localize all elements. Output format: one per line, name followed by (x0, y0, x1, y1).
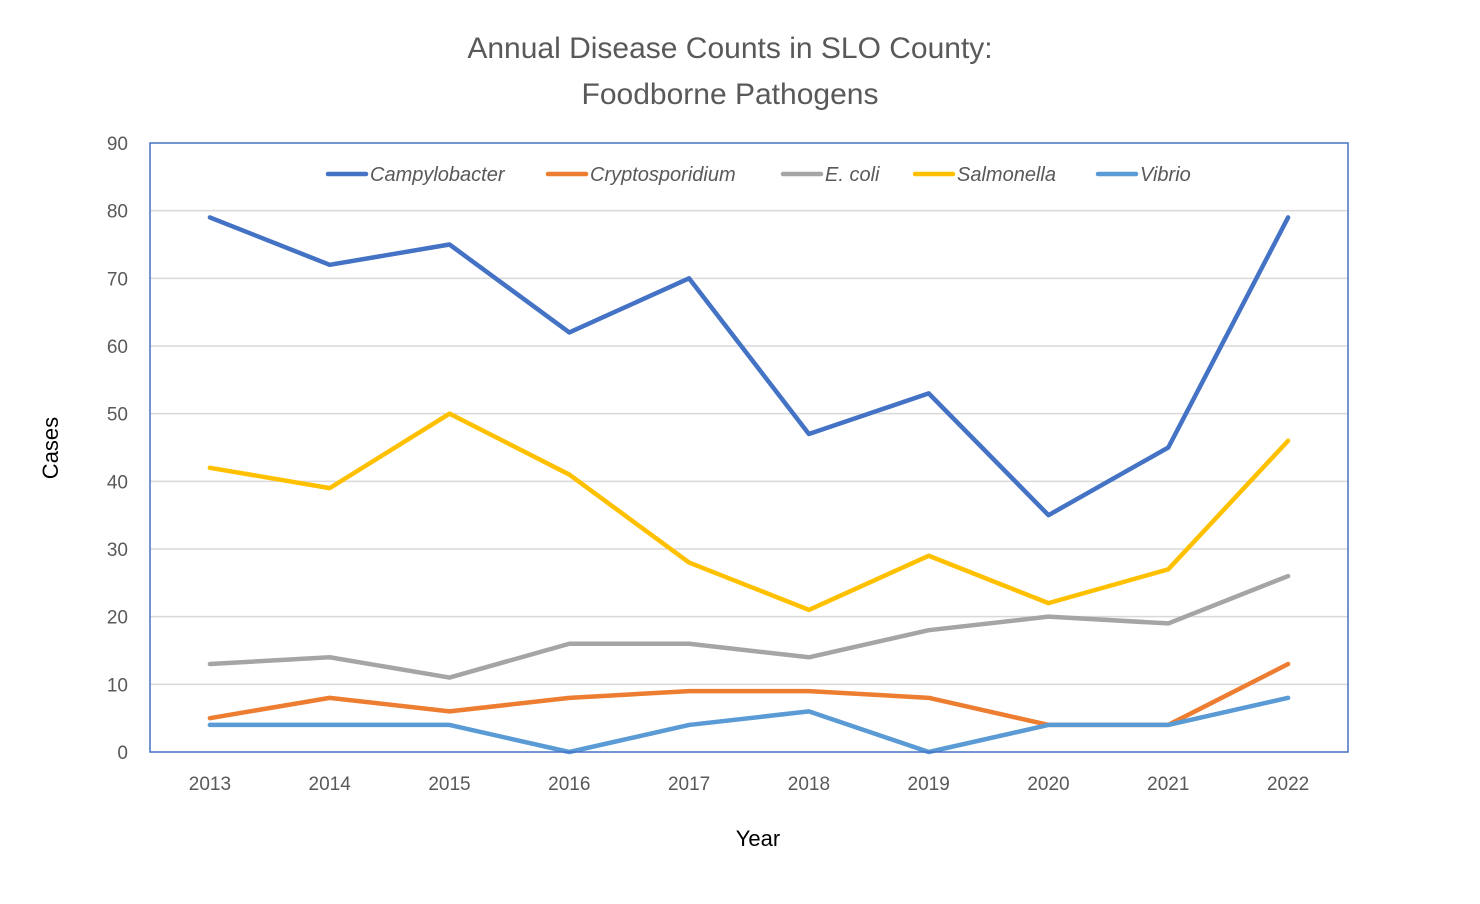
legend-label: Campylobacter (370, 164, 506, 186)
x-tick-label: 2015 (428, 774, 470, 795)
y-tick-label: 60 (107, 337, 128, 358)
legend-item: E. coli (780, 164, 880, 186)
y-axis-label: Cases (38, 417, 63, 479)
y-tick-label: 90 (107, 134, 128, 155)
chart-title-line-1: Annual Disease Counts in SLO County: (467, 32, 992, 65)
series-line-campylobacter (207, 215, 1291, 518)
y-tick-label: 70 (107, 269, 128, 290)
y-tick-label: 50 (107, 405, 128, 426)
x-tick-label: 2017 (668, 774, 710, 795)
legend-item: Salmonella (912, 164, 1056, 186)
legend-label: Cryptosporidium (590, 164, 736, 186)
chart-title-line-2: Foodborne Pathogens (582, 78, 879, 111)
y-tick-label: 20 (107, 608, 128, 629)
legend-item: Campylobacter (325, 164, 506, 186)
x-tick-label: 2019 (908, 774, 950, 795)
x-tick-label: 2016 (548, 774, 590, 795)
x-tick-label: 2020 (1027, 774, 1069, 795)
x-tick-label: 2013 (189, 774, 231, 795)
legend-label: Vibrio (1140, 164, 1191, 186)
x-tick-label: 2022 (1267, 774, 1309, 795)
y-tick-label: 0 (117, 743, 128, 764)
series-line-salmonella (207, 411, 1291, 613)
legend: Campylobacter Cryptosporidium E. coli Salmo… (325, 164, 1191, 186)
series-line-e-coli (207, 573, 1291, 680)
legend-label: E. coli (825, 164, 880, 186)
y-tick-label: 40 (107, 472, 128, 493)
y-tick-label: 30 (107, 540, 128, 561)
legend-item: Cryptosporidium (545, 164, 736, 186)
legend-item: Vibrio (1095, 164, 1191, 186)
x-tick-label: 2018 (788, 774, 830, 795)
x-axis-label: Year (736, 826, 780, 851)
plot-area-border (149, 142, 1349, 753)
series-line-vibrio (207, 695, 1291, 755)
legend-label: Salmonella (957, 164, 1056, 186)
x-tick-label: 2021 (1147, 774, 1189, 795)
x-tick-label: 2014 (309, 774, 352, 795)
series-line-cryptosporidium (207, 661, 1291, 728)
y-tick-label: 80 (107, 202, 128, 223)
y-tick-label: 10 (107, 675, 128, 696)
